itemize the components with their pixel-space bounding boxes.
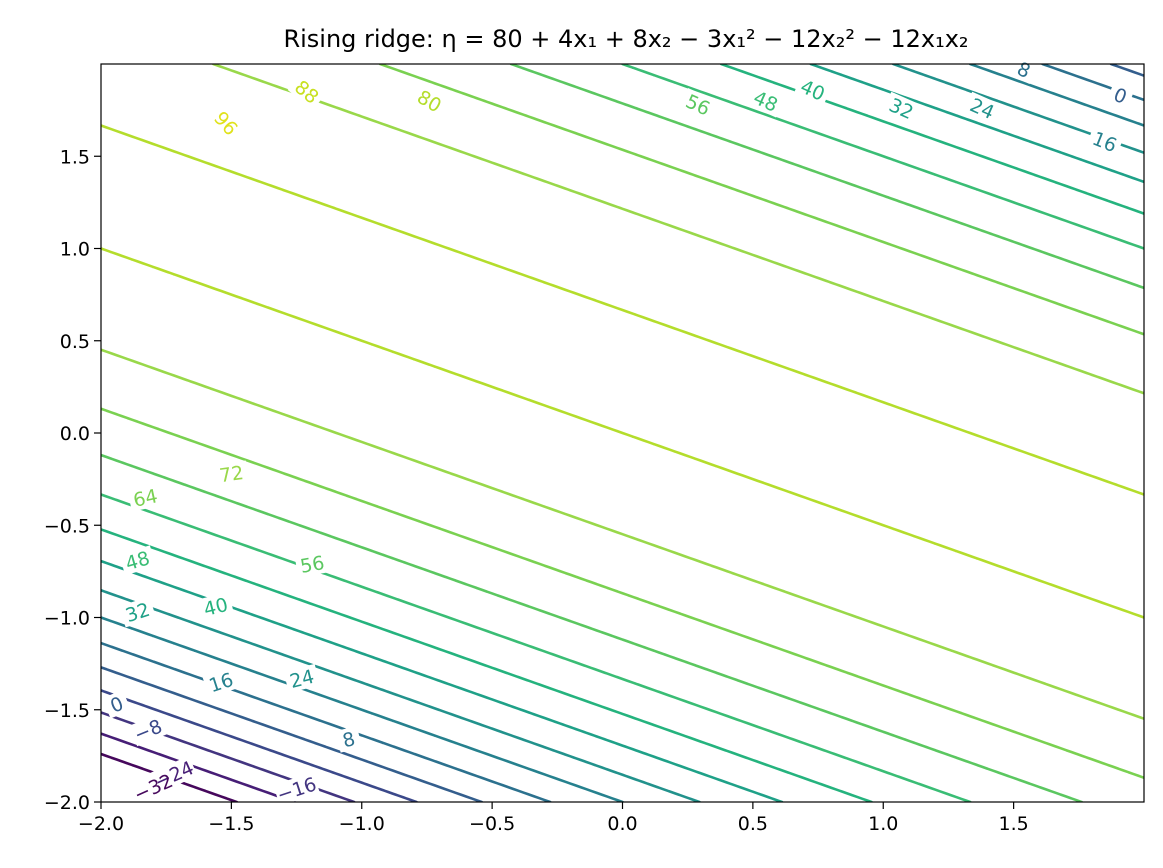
contour-label: 16 bbox=[1089, 128, 1120, 157]
contour-level-32 bbox=[101, 64, 1144, 802]
contour-label: 32 bbox=[123, 599, 153, 627]
contour-label: 8 bbox=[1014, 58, 1034, 83]
contour-level--32 bbox=[101, 752, 238, 802]
y-axis: −2.0 −1.5 −1.0 −0.5 0.0 0.5 1.0 1.5 bbox=[44, 146, 101, 814]
x-tick-label: −1.0 bbox=[339, 813, 385, 835]
contour-level--8 bbox=[101, 689, 418, 802]
contour-label: 64 bbox=[131, 485, 159, 512]
x-tick-label: 1.5 bbox=[999, 813, 1029, 835]
y-tick-label: −0.5 bbox=[44, 515, 90, 537]
contour-level--24 bbox=[101, 732, 296, 802]
contour-level-56 bbox=[101, 64, 1144, 802]
contour-label: 48 bbox=[123, 547, 152, 575]
contour-label: 72 bbox=[218, 462, 245, 487]
contour-level-0 bbox=[101, 64, 1144, 802]
x-tick-label: −2.0 bbox=[78, 813, 124, 835]
contour-level-48 bbox=[101, 64, 1144, 802]
y-tick-label: 0.0 bbox=[60, 423, 90, 445]
contour-level-72 bbox=[101, 64, 1144, 720]
x-tick-label: 1.0 bbox=[868, 813, 898, 835]
contour-lines bbox=[101, 64, 1144, 802]
x-axis: −2.0 −1.5 −1.0 −0.5 0.0 0.5 1.0 1.5 bbox=[78, 802, 1029, 835]
y-tick-label: −2.0 bbox=[44, 792, 90, 814]
contour-label: 48 bbox=[750, 87, 781, 117]
contour-level-40 bbox=[101, 64, 1144, 802]
contour-label: 56 bbox=[299, 552, 327, 578]
x-tick-label: 0.0 bbox=[607, 813, 637, 835]
y-tick-label: 1.5 bbox=[60, 146, 90, 168]
y-tick-label: 0.5 bbox=[60, 331, 90, 353]
y-tick-label: −1.5 bbox=[44, 700, 90, 722]
x-tick-label: −0.5 bbox=[469, 813, 515, 835]
contour-level--16 bbox=[101, 711, 356, 802]
x-tick-label: 0.5 bbox=[738, 813, 768, 835]
contour-level-16 bbox=[101, 64, 1144, 802]
contour-label: −32 bbox=[131, 770, 177, 806]
contour-label: 0 bbox=[1110, 84, 1129, 109]
contour-label: 40 bbox=[202, 594, 231, 621]
contour-label: 8 bbox=[340, 728, 357, 752]
contour-label: 80 bbox=[413, 86, 445, 117]
contour-label: 16 bbox=[206, 669, 236, 697]
contour-label: −8 bbox=[131, 716, 165, 747]
contour-label: 24 bbox=[288, 666, 317, 693]
contour-level-8 bbox=[101, 64, 1144, 802]
contour-label: 88 bbox=[290, 76, 323, 108]
contour-level-64 bbox=[101, 64, 1144, 780]
x-tick-label: −1.5 bbox=[208, 813, 254, 835]
contour-level-80 bbox=[101, 124, 1144, 619]
contour-label: 96 bbox=[209, 107, 242, 140]
y-tick-label: −1.0 bbox=[44, 608, 90, 630]
contour-level-24 bbox=[101, 64, 1144, 802]
contour-label: 0 bbox=[107, 693, 126, 718]
y-tick-label: 1.0 bbox=[60, 239, 90, 261]
chart-title: Rising ridge: η = 80 + 4x₁ + 8x₂ − 3x₁² … bbox=[283, 25, 968, 53]
